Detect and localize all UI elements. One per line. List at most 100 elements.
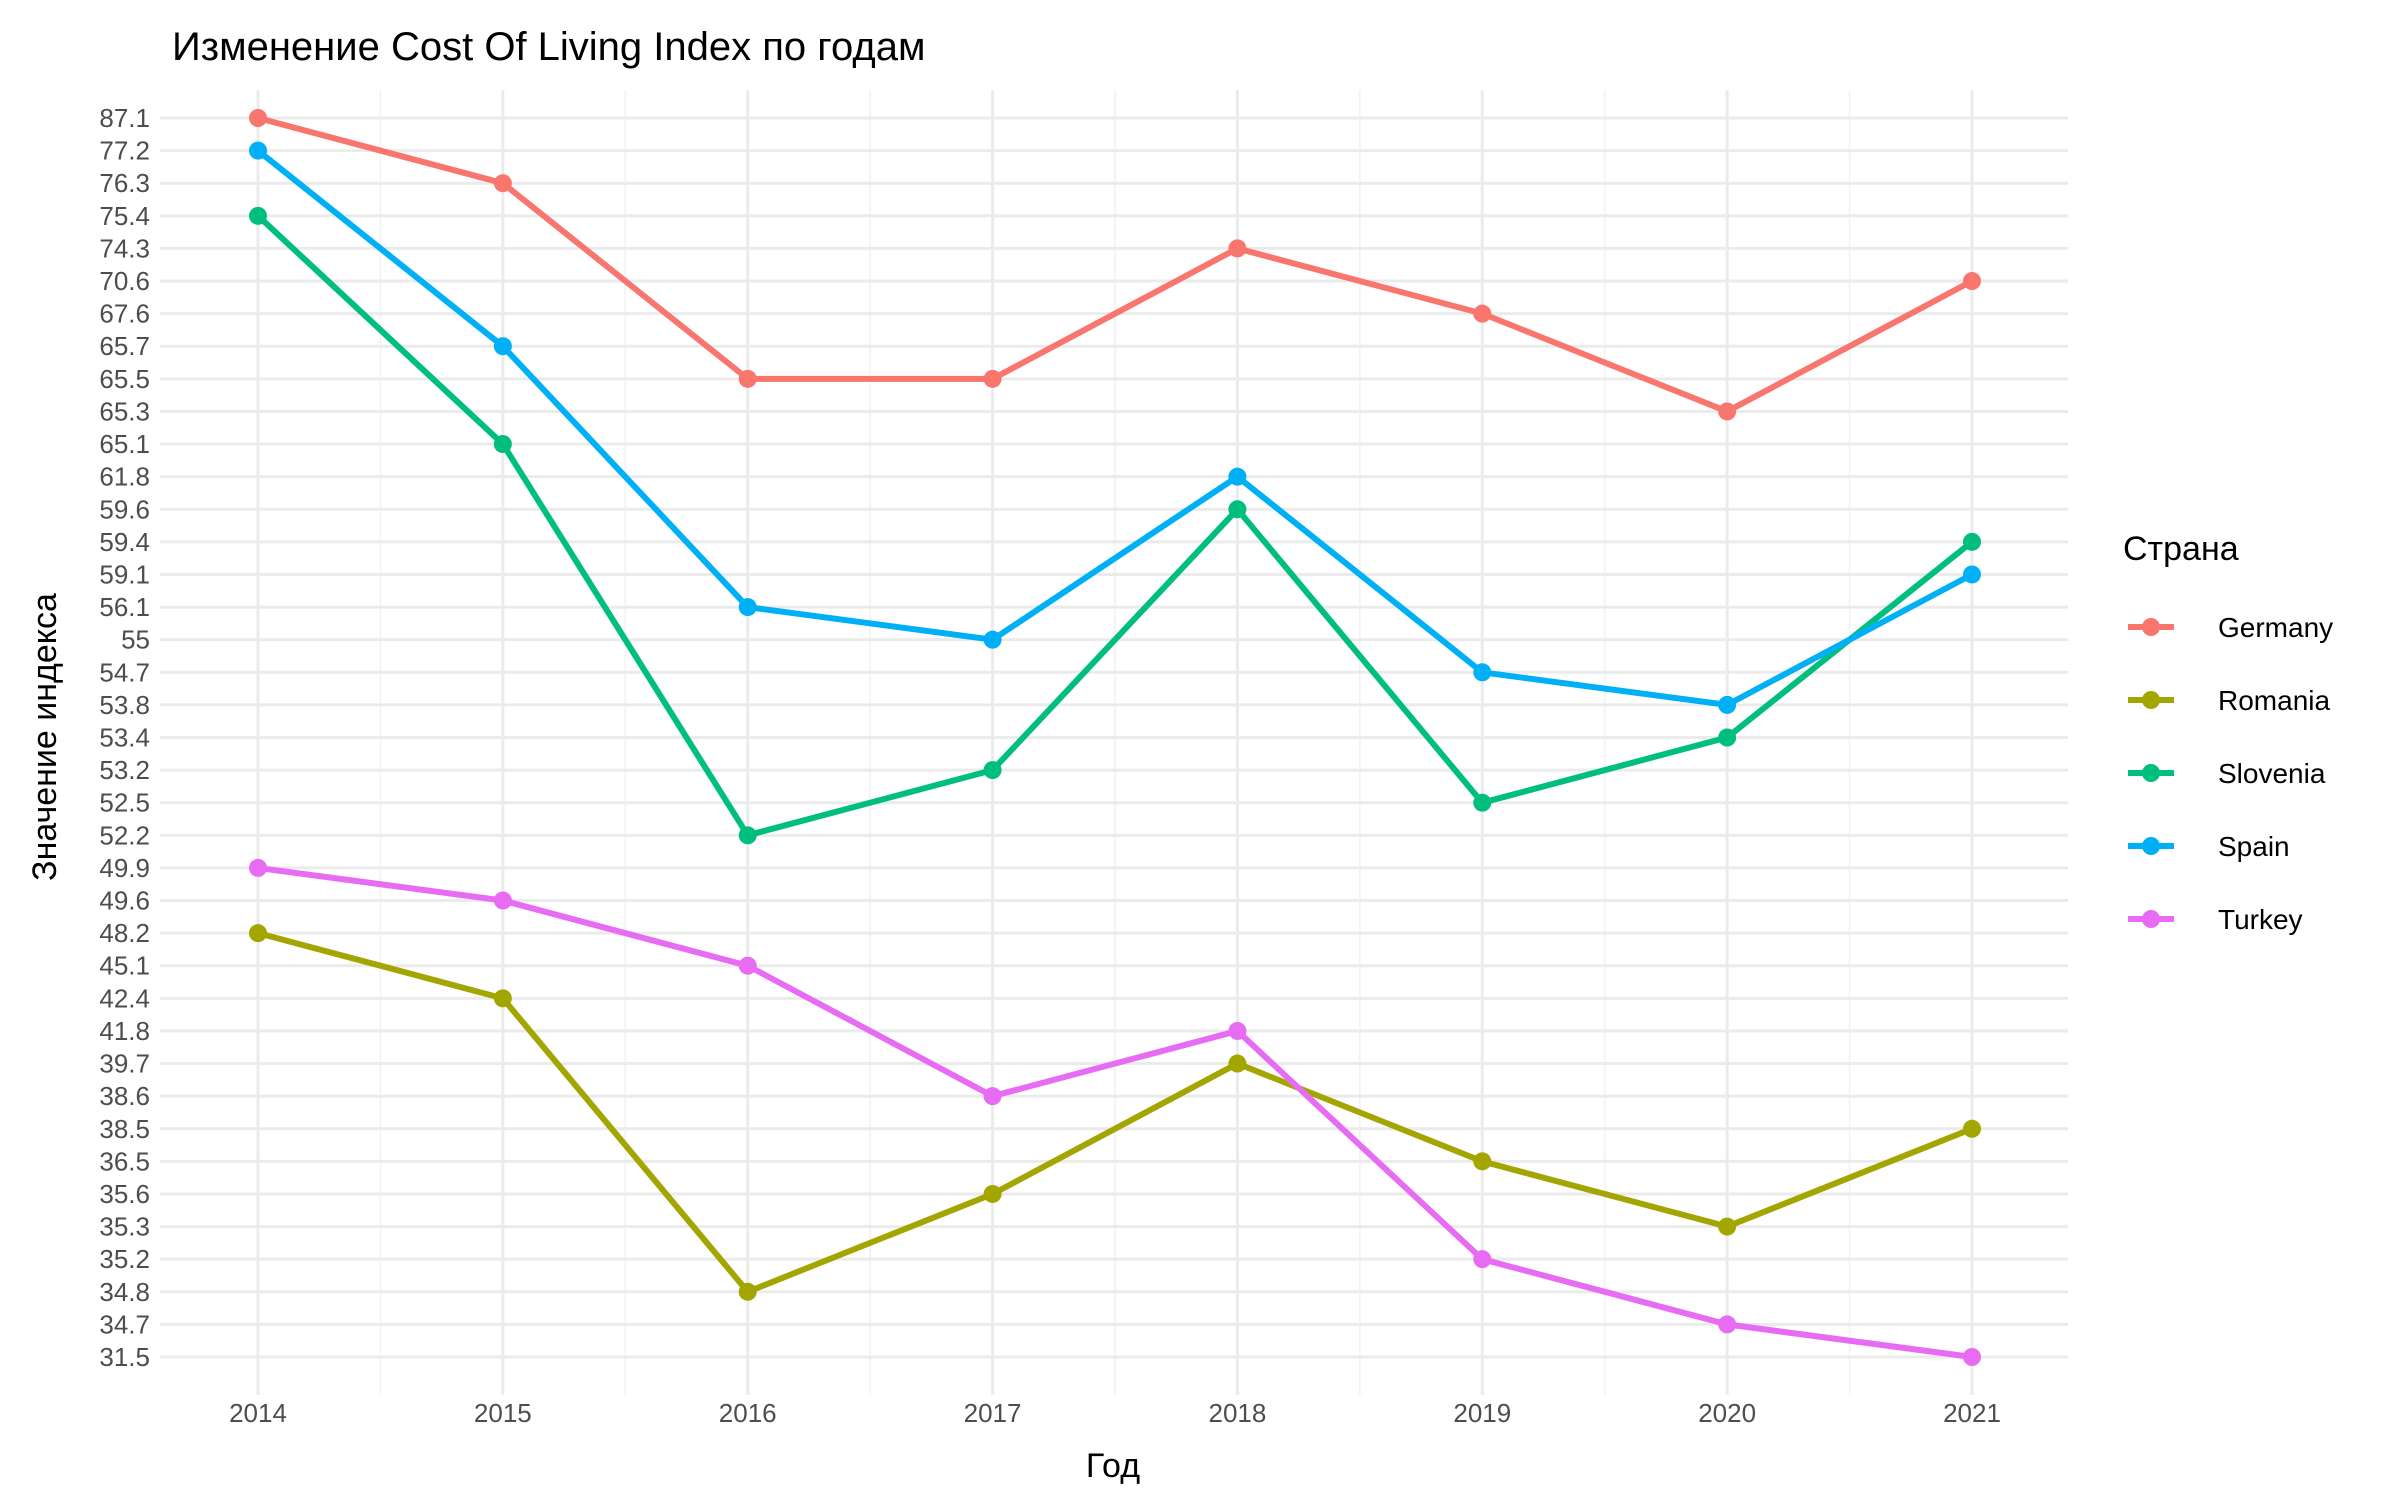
series-line (255, 147, 1975, 708)
y-tick-label: 59.1 (99, 559, 150, 589)
data-point (1228, 500, 1247, 519)
series-line (255, 115, 1975, 415)
series-line (255, 864, 1975, 1360)
y-tick-label: 38.6 (99, 1081, 150, 1111)
data-point (493, 891, 512, 910)
data-point (983, 1087, 1002, 1106)
y-tick-label: 34.8 (99, 1277, 150, 1307)
legend-item: Spain (2128, 831, 2290, 862)
data-point (983, 369, 1002, 388)
y-tick-label: 35.3 (99, 1212, 150, 1242)
legend-item: Romania (2128, 685, 2330, 716)
data-point (249, 924, 267, 943)
y-tick-label: 59.4 (99, 527, 150, 557)
y-tick-label: 41.8 (99, 1016, 150, 1046)
data-point (738, 598, 757, 617)
x-axis-title: Год (1086, 1447, 1140, 1485)
data-point (1963, 1348, 1981, 1366)
data-point (1718, 695, 1737, 714)
series-line (255, 930, 1975, 1295)
x-tick-label: 2021 (1943, 1398, 2001, 1428)
legend-label: Turkey (2218, 904, 2303, 935)
y-tick-label: 49.9 (99, 853, 150, 883)
data-point (983, 761, 1002, 780)
legend-item: Slovenia (2128, 758, 2326, 789)
data-point (1718, 1315, 1737, 1334)
data-point (1228, 1021, 1247, 1040)
y-tick-label: 34.7 (99, 1309, 150, 1339)
y-tick-label: 48.2 (99, 918, 150, 948)
data-point (1228, 467, 1247, 486)
y-tick-label: 65.5 (99, 364, 150, 394)
legend-item: Turkey (2128, 904, 2303, 935)
legend-title: Страна (2123, 530, 2239, 568)
data-point (1473, 793, 1492, 812)
legend: Страна Germany Romania Slovenia Spain Turkey (2123, 530, 2333, 935)
y-axis-ticks: 31.534.734.835.235.335.636.538.538.639.7… (99, 103, 150, 1372)
series-germany (249, 109, 1981, 421)
data-point (493, 174, 512, 193)
data-point (1718, 728, 1737, 747)
data-point (1473, 304, 1492, 323)
x-tick-label: 2020 (1698, 1398, 1756, 1428)
y-axis-title: Значение индекса (26, 593, 64, 881)
y-tick-label: 56.1 (99, 592, 150, 622)
data-point (1963, 565, 1981, 584)
data-point (1718, 1217, 1737, 1236)
legend-key-point (2142, 910, 2160, 928)
x-tick-label: 2016 (719, 1398, 777, 1428)
data-point (983, 1184, 1002, 1203)
y-tick-label: 36.5 (99, 1146, 150, 1176)
chart-title: Изменение Cost Of Living Index по годам (172, 25, 925, 69)
data-point (1228, 1054, 1247, 1073)
data-point (983, 630, 1002, 649)
x-tick-label: 2018 (1209, 1398, 1267, 1428)
y-tick-label: 59.6 (99, 494, 150, 524)
legend-item: Germany (2128, 612, 2333, 643)
y-tick-label: 65.1 (99, 429, 150, 459)
data-point (738, 369, 757, 388)
y-tick-label: 55 (121, 625, 150, 655)
data-point (249, 109, 267, 127)
legend-key-point (2142, 764, 2160, 782)
y-tick-label: 42.4 (99, 983, 150, 1013)
data-point (738, 826, 757, 845)
y-tick-label: 52.5 (99, 788, 150, 818)
data-point (493, 989, 512, 1008)
series-slovenia (249, 206, 1981, 845)
y-tick-label: 61.8 (99, 462, 150, 492)
y-tick-label: 76.3 (99, 168, 150, 198)
y-tick-label: 75.4 (99, 201, 150, 231)
series-layer (249, 109, 1981, 1366)
data-point (493, 337, 512, 356)
y-tick-label: 70.6 (99, 266, 150, 296)
data-point (1473, 663, 1492, 682)
y-tick-label: 35.2 (99, 1244, 150, 1274)
legend-key-point (2142, 618, 2160, 636)
y-tick-label: 53.2 (99, 755, 150, 785)
data-point (249, 206, 267, 225)
data-point (1473, 1250, 1492, 1269)
data-point (1473, 1152, 1492, 1171)
y-tick-label: 35.6 (99, 1179, 150, 1209)
y-tick-label: 54.7 (99, 657, 150, 687)
data-point (1718, 402, 1737, 421)
data-point (249, 141, 267, 160)
data-point (493, 435, 512, 454)
data-point (1963, 1119, 1981, 1138)
data-point (1228, 239, 1247, 258)
legend-label: Romania (2218, 685, 2330, 716)
x-tick-label: 2017 (964, 1398, 1022, 1428)
legend-label: Spain (2218, 831, 2290, 862)
grid (160, 90, 2068, 1395)
data-point (249, 858, 267, 877)
series-spain (249, 141, 1981, 714)
y-tick-label: 65.3 (99, 396, 150, 426)
y-tick-label: 53.4 (99, 723, 150, 753)
series-line (255, 212, 1975, 839)
y-tick-label: 45.1 (99, 951, 150, 981)
y-tick-label: 39.7 (99, 1049, 150, 1079)
legend-key-point (2142, 837, 2160, 855)
legend-label: Germany (2218, 612, 2333, 643)
